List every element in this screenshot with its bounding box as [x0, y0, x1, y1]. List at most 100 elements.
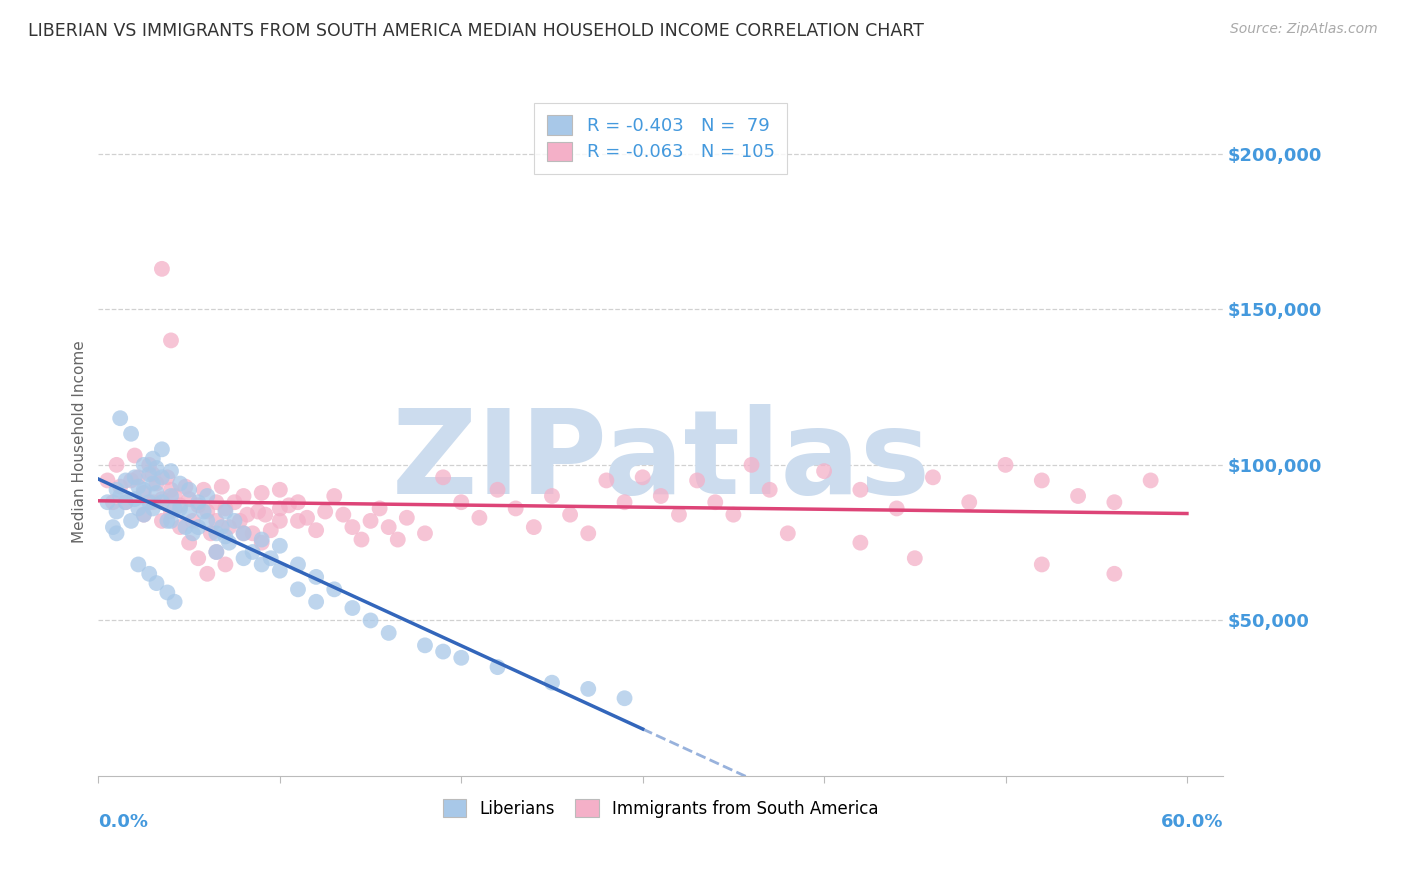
Point [236, 508, 259, 522]
Point [169, 476, 191, 491]
Point [138, 495, 160, 509]
Point [377, 520, 399, 534]
Point [96, 495, 118, 509]
Point [145, 576, 167, 591]
Point [254, 508, 277, 522]
Point [160, 514, 183, 528]
Point [132, 508, 155, 522]
Point [305, 595, 328, 609]
Point [957, 495, 980, 509]
Text: LIBERIAN VS IMMIGRANTS FROM SOUTH AMERICA MEDIAN HOUSEHOLD INCOME CORRELATION CH: LIBERIAN VS IMMIGRANTS FROM SOUTH AMERIC… [28, 22, 924, 40]
Point [250, 486, 273, 500]
Point [200, 526, 222, 541]
Point [169, 520, 191, 534]
Point [142, 495, 165, 509]
Point [232, 551, 254, 566]
Text: 0.0%: 0.0% [98, 813, 149, 830]
Point [160, 483, 183, 497]
Point [269, 514, 291, 528]
Point [613, 691, 636, 706]
Point [613, 495, 636, 509]
Point [269, 539, 291, 553]
Point [360, 614, 382, 628]
Point [150, 514, 173, 528]
Point [160, 489, 183, 503]
Point [124, 492, 146, 507]
Point [214, 558, 236, 572]
Point [523, 520, 546, 534]
Point [342, 601, 364, 615]
Point [350, 533, 373, 547]
Point [160, 334, 183, 348]
Point [269, 483, 291, 497]
Y-axis label: Median Household Income: Median Household Income [72, 340, 87, 543]
Point [305, 523, 328, 537]
Point [218, 520, 240, 534]
Point [247, 504, 270, 518]
Point [142, 451, 165, 466]
Point [277, 499, 299, 513]
Text: ZIPatlas: ZIPatlas [391, 404, 931, 519]
Point [450, 495, 472, 509]
Point [193, 504, 215, 518]
Point [387, 533, 409, 547]
Point [314, 504, 336, 518]
Point [163, 489, 186, 503]
Point [145, 476, 167, 491]
Point [105, 504, 128, 518]
Point [205, 495, 228, 509]
Point [741, 458, 763, 472]
Point [156, 585, 179, 599]
Point [105, 458, 128, 472]
Point [132, 483, 155, 497]
Point [193, 483, 215, 497]
Point [205, 526, 228, 541]
Point [250, 533, 273, 547]
Point [242, 545, 264, 559]
Point [127, 470, 149, 484]
Point [214, 501, 236, 516]
Text: Source: ZipAtlas.com: Source: ZipAtlas.com [1230, 22, 1378, 37]
Point [886, 501, 908, 516]
Point [142, 476, 165, 491]
Point [211, 480, 233, 494]
Point [232, 489, 254, 503]
Point [242, 526, 264, 541]
Point [101, 520, 124, 534]
Point [229, 514, 252, 528]
Point [813, 464, 835, 478]
Point [132, 458, 155, 472]
Point [120, 514, 142, 528]
Point [174, 520, 197, 534]
Point [395, 510, 418, 524]
Point [169, 499, 191, 513]
Point [922, 470, 945, 484]
Point [145, 461, 167, 475]
Point [686, 474, 709, 488]
Point [179, 504, 201, 518]
Point [576, 526, 599, 541]
Point [169, 501, 191, 516]
Point [232, 526, 254, 541]
Point [138, 467, 160, 482]
Point [287, 495, 309, 509]
Point [250, 535, 273, 549]
Point [505, 501, 527, 516]
Point [849, 483, 872, 497]
Point [120, 474, 142, 488]
Point [250, 558, 273, 572]
Point [124, 449, 146, 463]
Point [211, 520, 233, 534]
Point [323, 489, 346, 503]
Point [723, 508, 745, 522]
Point [101, 495, 124, 509]
Point [413, 526, 436, 541]
Legend: Liberians, Immigrants from South America: Liberians, Immigrants from South America [436, 793, 886, 824]
Point [195, 514, 218, 528]
Point [127, 501, 149, 516]
Point [450, 650, 472, 665]
Point [120, 426, 142, 441]
Point [187, 551, 209, 566]
Point [132, 508, 155, 522]
Point [904, 551, 927, 566]
